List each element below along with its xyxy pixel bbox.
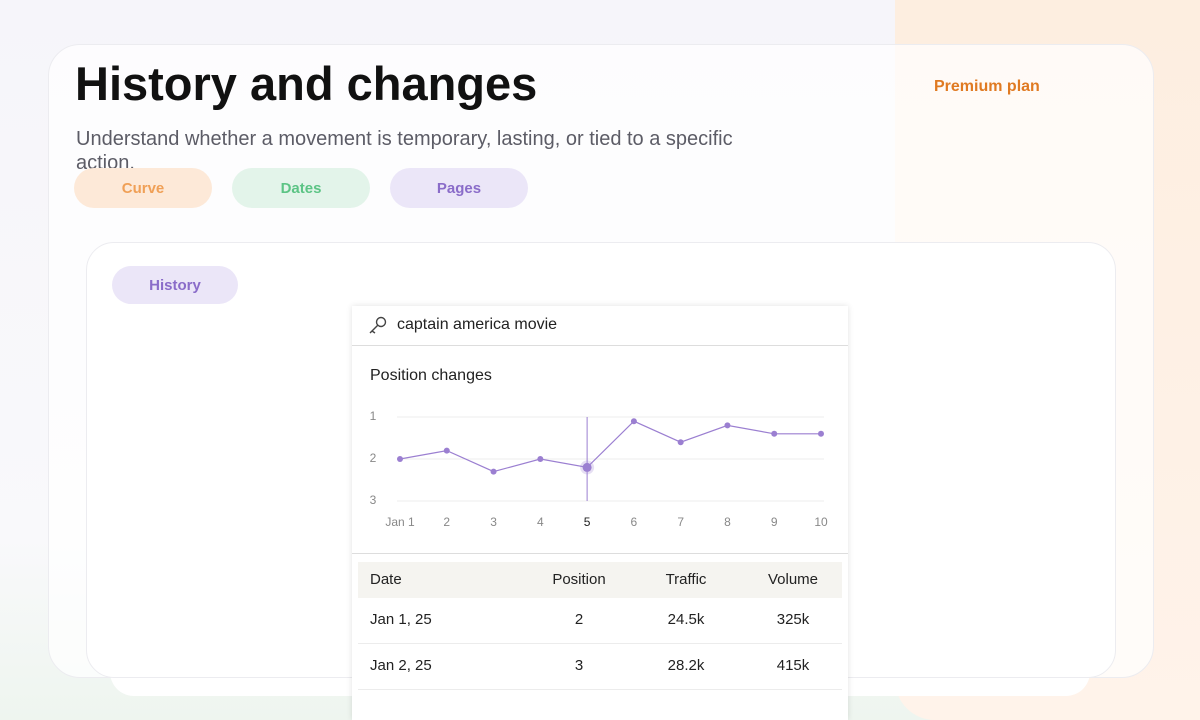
y-tick-label: 3 bbox=[370, 493, 377, 507]
x-tick-label: 2 bbox=[443, 515, 450, 529]
widget bbox=[352, 306, 848, 720]
row-divider bbox=[358, 689, 842, 690]
tab[interactable]: Dates bbox=[232, 168, 370, 208]
plan-badge: Premium plan bbox=[934, 78, 1040, 95]
point bbox=[443, 447, 450, 454]
y-tick-label: 2 bbox=[370, 451, 377, 465]
x-tick-label: 8 bbox=[724, 515, 731, 529]
column-header: Date bbox=[370, 571, 402, 588]
point bbox=[582, 462, 592, 472]
chart-title: Position changes bbox=[370, 367, 492, 384]
column-header: Volume bbox=[767, 571, 819, 588]
divider bbox=[352, 345, 848, 346]
table-cell: Jan 2, 25 bbox=[370, 657, 432, 674]
tab[interactable]: Pages bbox=[390, 168, 528, 208]
point bbox=[630, 418, 637, 425]
point bbox=[771, 430, 778, 437]
chart: 1 2 3 Jan 1 2 3 4 5 6 7 8 9 10 bbox=[370, 409, 828, 529]
table-cell: Jan 1, 25 bbox=[370, 611, 432, 628]
x-tick-label: 10 bbox=[814, 515, 828, 529]
point bbox=[537, 456, 544, 462]
x-tick-label: Jan 1 bbox=[385, 515, 415, 529]
table-cell: 24.5k bbox=[667, 611, 705, 628]
history-pill[interactable]: History bbox=[112, 266, 238, 304]
x-tick-label: 6 bbox=[631, 515, 638, 529]
column-header: Traffic bbox=[665, 571, 707, 588]
x-tick-label: 4 bbox=[537, 515, 544, 529]
key-icon bbox=[369, 316, 387, 334]
y-tick-label: 1 bbox=[370, 409, 377, 423]
point bbox=[724, 422, 731, 429]
column-header: Position bbox=[552, 571, 606, 588]
x-tick-label: 7 bbox=[677, 515, 684, 529]
point bbox=[818, 430, 824, 437]
line bbox=[399, 420, 821, 473]
table-cell: 28.2k bbox=[667, 657, 705, 674]
title: History and changes bbox=[75, 57, 538, 110]
row-divider bbox=[358, 643, 842, 644]
point bbox=[397, 456, 403, 462]
x-tick-label: 3 bbox=[490, 515, 497, 529]
table-header bbox=[358, 562, 842, 598]
table-cell: 325k bbox=[776, 611, 810, 628]
point bbox=[677, 439, 684, 446]
tab[interactable]: Curve bbox=[74, 168, 212, 208]
table-cell: 415k bbox=[776, 657, 810, 674]
x-tick-label: 5 bbox=[584, 515, 591, 529]
table-cell: 2 bbox=[574, 611, 584, 628]
point bbox=[490, 468, 497, 475]
keyword: captain america movie bbox=[397, 316, 558, 333]
x-tick-label: 9 bbox=[771, 515, 778, 529]
table-cell: 3 bbox=[574, 657, 584, 674]
divider bbox=[352, 553, 848, 554]
